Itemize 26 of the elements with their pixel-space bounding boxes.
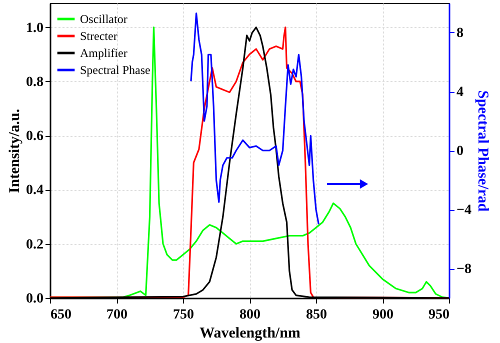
y2-tick-label: −4 bbox=[456, 203, 472, 218]
x-tick-label: 650 bbox=[50, 308, 72, 322]
x-tick-label: 900 bbox=[372, 308, 394, 322]
legend-label: Oscillator bbox=[80, 12, 128, 26]
y2-tick-label: 0 bbox=[456, 144, 464, 159]
x-axis-title: Wavelength/nm bbox=[200, 326, 301, 342]
x-tick-label: 950 bbox=[428, 308, 450, 322]
y-axis-title: Intensity/a.u. bbox=[7, 108, 23, 194]
x-tick-label: 750 bbox=[173, 308, 194, 322]
line-series bbox=[190, 12, 320, 226]
y2-tick-label: 8 bbox=[456, 26, 464, 41]
y-tick-label: 0.6 bbox=[26, 129, 44, 144]
y-tick-label: 0.2 bbox=[26, 237, 44, 252]
legend-label: Spectral Phase bbox=[80, 63, 150, 77]
y-tick-label: 0.4 bbox=[26, 183, 44, 198]
x-tick-label: 800 bbox=[240, 308, 260, 322]
y-tick-label: 0.8 bbox=[26, 74, 44, 90]
y2-tick-label: −8 bbox=[456, 262, 472, 277]
y-tick-label: 1.0 bbox=[26, 20, 44, 36]
x-tick-label: 850 bbox=[306, 308, 327, 322]
y2-tick-label: 4 bbox=[456, 85, 464, 100]
x-tick-label: 700 bbox=[106, 308, 128, 322]
legend-label: Amplifier bbox=[80, 46, 128, 60]
y2-axis-title: Spectral Phase/rad bbox=[474, 90, 490, 212]
legend-label: Strecter bbox=[80, 29, 118, 43]
y-tick-label: 0.0 bbox=[26, 292, 44, 306]
